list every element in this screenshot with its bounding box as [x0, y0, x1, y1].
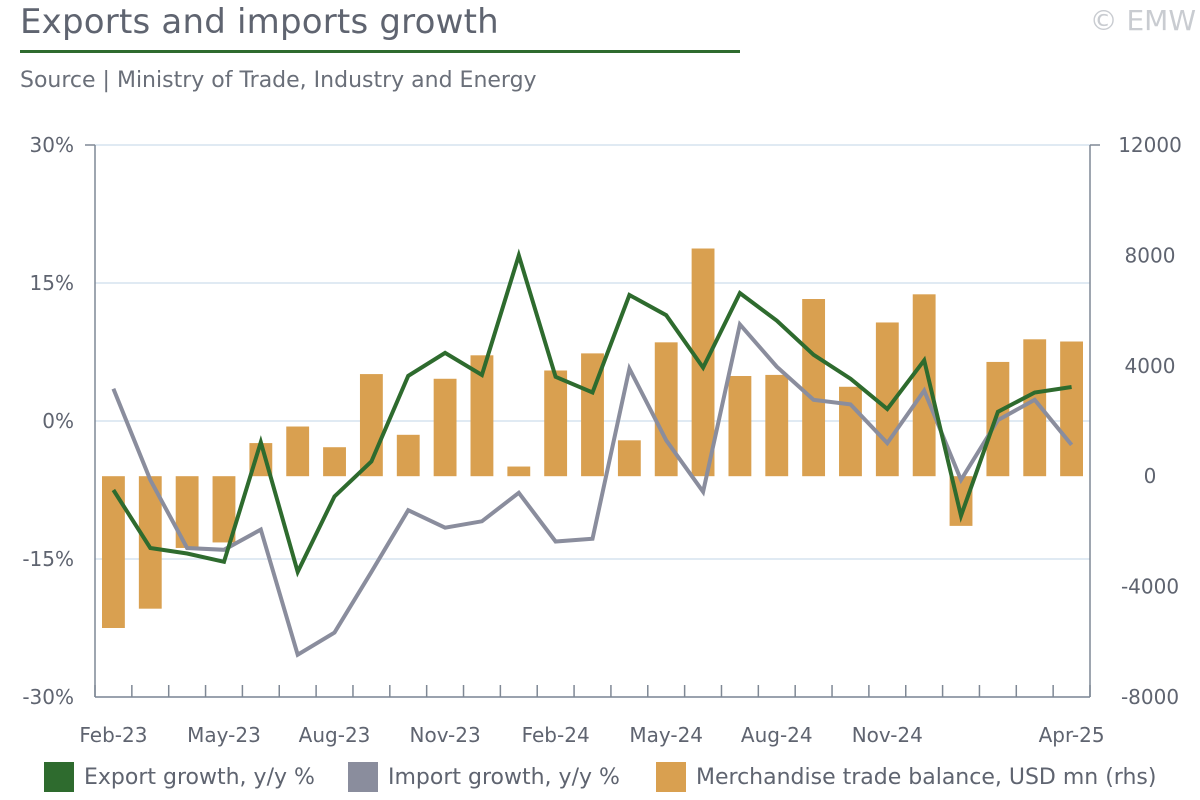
bar-trade-balance: [544, 370, 568, 477]
legend-item-import: Import growth, y/y %: [348, 762, 620, 792]
trade-chart: -30% -15% 0% 15% 30% -8000 -4000 0 4000 8000 12000…: [22, 133, 1182, 747]
y-left-tick-label: -30%: [22, 685, 74, 709]
bar-trade-balance: [470, 355, 494, 477]
y-left-tick-label: 15%: [30, 271, 74, 295]
y-right-tick-label: -4000: [1121, 575, 1179, 599]
legend-swatch-export: [44, 762, 74, 792]
bar-trade-balance: [1060, 341, 1083, 477]
legend-swatch-balance: [656, 762, 686, 792]
x-tick-label: May-23: [187, 723, 261, 747]
y-right-tick-label: 0: [1144, 464, 1157, 488]
y-left-tick-label: 30%: [30, 133, 74, 157]
y-right-tick-label: 8000: [1125, 243, 1176, 267]
line-import-growth: [111, 320, 1074, 658]
bar-trade-balance: [617, 440, 641, 477]
legend-item-export: Export growth, y/y %: [44, 762, 315, 792]
bar-trade-balance: [728, 376, 752, 477]
x-tick-label: Nov-24: [852, 723, 923, 747]
legend-label-import: Import growth, y/y %: [388, 764, 620, 790]
copyright-mark: © EMW: [1089, 4, 1196, 37]
legend: Export growth, y/y % Import growth, y/y …: [0, 762, 1200, 800]
x-tick-label: Feb-24: [522, 723, 590, 747]
bar-trade-balance: [102, 476, 125, 628]
x-tick-label: May-24: [629, 723, 703, 747]
x-tick-label: Nov-23: [410, 723, 481, 747]
source-note: Source | Ministry of Trade, Industry and…: [20, 68, 537, 93]
y-right-tick-label: 4000: [1125, 354, 1176, 378]
bar-trade-balance: [212, 476, 236, 543]
legend-label-balance: Merchandise trade balance, USD mn (rhs): [696, 764, 1157, 790]
bar-trade-balance: [654, 342, 678, 477]
x-tick-label: Feb-23: [79, 723, 147, 747]
bar-trade-balance: [839, 386, 862, 477]
bar-trade-balance: [912, 294, 936, 477]
bar-trade-balance: [581, 353, 604, 477]
y-right-tick-label: 12000: [1118, 133, 1182, 157]
bar-trade-balance: [396, 434, 420, 477]
y-left-tick-label: -15%: [22, 547, 74, 571]
line-export-growth: [111, 248, 1072, 578]
x-tick-label: Aug-23: [299, 723, 371, 747]
legend-item-balance: Merchandise trade balance, USD mn (rhs): [656, 762, 1156, 792]
bar-trade-balance: [802, 299, 826, 477]
bar-trade-balance: [138, 476, 162, 609]
x-tick-label: Apr-25: [1039, 723, 1105, 747]
x-tick-label: Aug-24: [741, 723, 813, 747]
y-left-tick-label: 0%: [42, 409, 74, 433]
bar-trade-balance: [286, 426, 310, 477]
bar-trade-balance: [691, 248, 715, 477]
bar-trade-balance: [765, 374, 789, 477]
y-right-tick-label: -8000: [1121, 685, 1179, 709]
bar-trade-balance: [433, 378, 457, 477]
bar-trade-balance: [323, 447, 346, 477]
legend-swatch-import: [348, 762, 378, 792]
bar-trade-balance: [507, 466, 531, 477]
title-underline: [20, 50, 740, 53]
legend-label-export: Export growth, y/y %: [84, 764, 315, 790]
bar-trade-balance: [1023, 339, 1047, 477]
bar-trade-balance: [175, 476, 199, 548]
chart-title: Exports and imports growth: [20, 2, 499, 42]
